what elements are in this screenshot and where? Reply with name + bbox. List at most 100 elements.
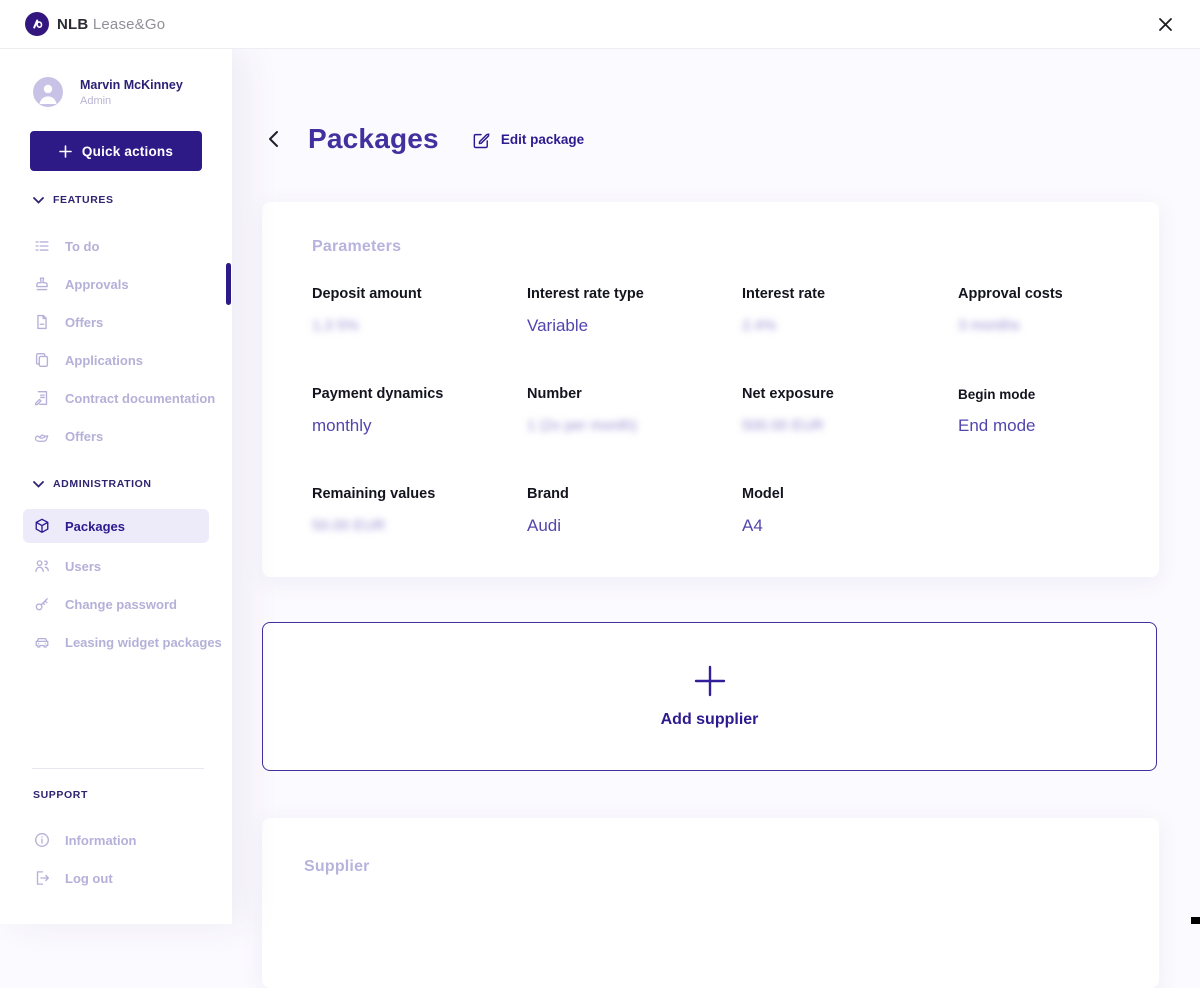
contract-icon bbox=[33, 389, 51, 407]
sidebar-item-users[interactable]: Users bbox=[0, 547, 232, 585]
field-value-blurred: 50.00 EUR bbox=[312, 517, 386, 534]
package-icon bbox=[33, 517, 51, 535]
field-label: Payment dynamics bbox=[312, 386, 444, 402]
support-nav: Information Log out bbox=[0, 821, 232, 897]
sidebar-item-leasing-widget-packages[interactable]: Leasing widget packages bbox=[0, 623, 232, 661]
chevron-down-icon bbox=[33, 480, 44, 488]
top-bar: NLB Lease&Go bbox=[0, 0, 1200, 49]
sidebar-item-label: Leasing widget packages bbox=[65, 634, 222, 650]
field-value: monthly bbox=[312, 416, 372, 435]
plus-icon bbox=[59, 144, 72, 158]
sidebar-item-label: Information bbox=[65, 832, 137, 848]
car-icon bbox=[33, 633, 51, 651]
field-label: Approval costs bbox=[958, 286, 1063, 302]
sidebar-item-offers[interactable]: Offers bbox=[0, 303, 232, 341]
sidebar-item-change-password[interactable]: Change password bbox=[0, 585, 232, 623]
sidebar-item-label: Offers bbox=[65, 314, 104, 330]
page-title: Packages bbox=[308, 123, 439, 154]
sidebar-item-to-do[interactable]: To do bbox=[0, 227, 232, 265]
sidebar-item-label: Approvals bbox=[65, 276, 129, 292]
section-header-administration[interactable]: ADMINISTRATION bbox=[0, 477, 232, 491]
features-nav: To do Approvals Offers Applications Cont… bbox=[0, 227, 232, 455]
field-label: Interest rate type bbox=[527, 286, 644, 302]
screen-corner-artifact bbox=[1191, 917, 1200, 924]
close-icon[interactable] bbox=[1154, 13, 1176, 35]
sidebar-item-contract-documentation[interactable]: Contract documentation bbox=[0, 379, 232, 417]
user-role: Admin bbox=[80, 94, 112, 107]
field-value: End mode bbox=[958, 416, 1036, 435]
field-begin-mode: Begin mode End mode bbox=[958, 386, 1159, 436]
sidebar-item-approvals[interactable]: Approvals bbox=[0, 265, 232, 303]
features-label: FEATURES bbox=[53, 194, 114, 206]
sidebar-divider bbox=[32, 768, 204, 769]
field-label: Remaining values bbox=[312, 486, 436, 502]
sidebar-item-label: Change password bbox=[65, 596, 177, 612]
field-payment-dynamics: Payment dynamics monthly bbox=[312, 386, 527, 436]
field-value-blurred: 1,3 5% bbox=[312, 317, 359, 334]
brand-bold: NLB bbox=[57, 15, 89, 33]
edit-icon bbox=[473, 132, 490, 148]
field-brand: Brand Audi bbox=[527, 486, 742, 536]
brand-text: NLB Lease&Go bbox=[57, 16, 165, 33]
grid-spacer bbox=[958, 486, 1159, 536]
chevron-down-icon bbox=[33, 196, 44, 204]
main-content: Packages Edit package Parameters Deposit… bbox=[232, 49, 1200, 988]
sidebar-item-information[interactable]: Information bbox=[0, 821, 232, 859]
parameters-card: Parameters Deposit amount 1,3 5% Interes… bbox=[262, 202, 1159, 577]
parameters-heading: Parameters bbox=[312, 238, 402, 255]
support-block: SUPPORT Information Log out bbox=[0, 768, 232, 897]
edit-package-button[interactable]: Edit package bbox=[471, 129, 584, 150]
administration-nav: Packages Users Change password Leasing w… bbox=[0, 509, 232, 661]
section-header-features[interactable]: FEATURES bbox=[0, 193, 232, 207]
sidebar-scrollbar-thumb[interactable] bbox=[226, 263, 231, 305]
brand-light: Lease&Go bbox=[92, 15, 166, 33]
field-approval-costs: Approval costs 3 months bbox=[958, 286, 1159, 336]
quick-actions-button[interactable]: Quick actions bbox=[30, 131, 202, 171]
field-value: Audi bbox=[527, 516, 562, 535]
field-interest-rate: Interest rate 2.4% bbox=[742, 286, 958, 336]
sidebar-item-applications[interactable]: Applications bbox=[0, 341, 232, 379]
field-value-blurred: 1 (2x per month) bbox=[527, 417, 638, 434]
supplier-heading: Supplier bbox=[304, 858, 370, 875]
field-interest-rate-type: Interest rate type Variable bbox=[527, 286, 742, 336]
page-header: Packages Edit package bbox=[262, 123, 584, 155]
field-value-blurred: 3 months bbox=[958, 317, 1020, 334]
add-supplier-button[interactable]: Add supplier bbox=[262, 622, 1157, 771]
sidebar-item-log-out[interactable]: Log out bbox=[0, 859, 232, 897]
quick-actions-label: Quick actions bbox=[81, 143, 174, 159]
sidebar-item-label: Packages bbox=[65, 518, 125, 534]
user-info: Marvin McKinney Admin bbox=[80, 78, 183, 107]
field-label: Model bbox=[742, 486, 784, 502]
plus-icon bbox=[693, 664, 727, 698]
user-profile: Marvin McKinney Admin bbox=[0, 49, 232, 107]
info-icon bbox=[33, 831, 51, 849]
back-chevron-icon[interactable] bbox=[262, 125, 284, 153]
field-label: Number bbox=[527, 386, 582, 402]
sidebar-item-label: Users bbox=[65, 558, 102, 574]
sidebar-item-offers-2[interactable]: Offers bbox=[0, 417, 232, 455]
users-icon bbox=[33, 557, 51, 575]
app-logo: NLB Lease&Go bbox=[25, 12, 165, 36]
add-supplier-label: Add supplier bbox=[660, 711, 759, 728]
supplier-card: Supplier bbox=[262, 818, 1159, 988]
administration-label: ADMINISTRATION bbox=[53, 478, 152, 490]
field-model: Model A4 bbox=[742, 486, 958, 536]
field-number: Number 1 (2x per month) bbox=[527, 386, 742, 436]
field-value: A4 bbox=[742, 516, 763, 535]
sidebar-item-label: To do bbox=[65, 238, 100, 254]
document-icon bbox=[33, 313, 51, 331]
field-label: Begin mode bbox=[958, 387, 1036, 402]
parameters-grid: Deposit amount 1,3 5% Interest rate type… bbox=[312, 286, 1159, 536]
field-value-blurred: 500.00 EUR bbox=[742, 417, 824, 434]
sidebar-item-label: Contract documentation bbox=[65, 390, 216, 406]
nlb-logo-icon bbox=[25, 12, 49, 36]
field-value: Variable bbox=[527, 316, 589, 335]
field-deposit-amount: Deposit amount 1,3 5% bbox=[312, 286, 527, 336]
field-remaining-values: Remaining values 50.00 EUR bbox=[312, 486, 527, 536]
stamp-icon bbox=[33, 275, 51, 293]
field-label: Net exposure bbox=[742, 386, 834, 402]
key-icon bbox=[33, 595, 51, 613]
sidebar: Marvin McKinney Admin Quick actions FEAT… bbox=[0, 49, 232, 924]
sidebar-item-packages[interactable]: Packages bbox=[23, 509, 209, 543]
copy-icon bbox=[33, 351, 51, 369]
